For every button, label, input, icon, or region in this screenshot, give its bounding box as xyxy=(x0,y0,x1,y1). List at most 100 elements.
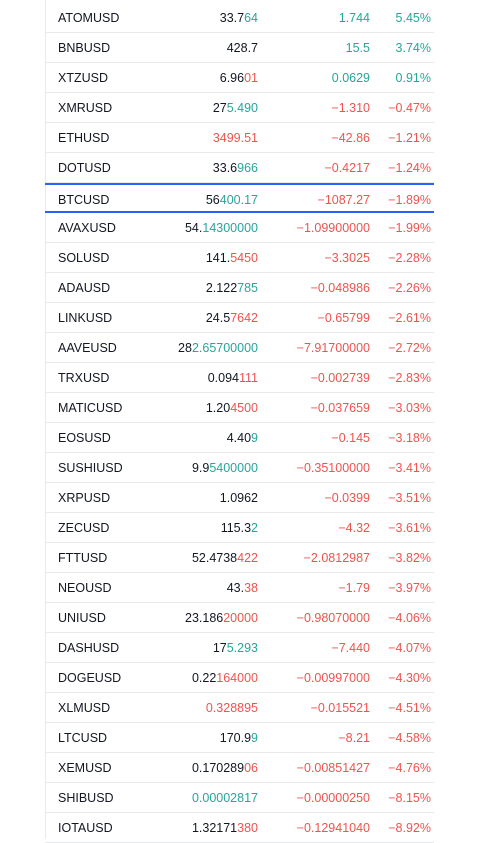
price-change: −42.86 xyxy=(331,131,370,145)
price-change-percent: −1.89% xyxy=(388,193,431,207)
watchlist-row-btcusd[interactable]: BTCUSD 56400.17 −1087.27 −1.89% xyxy=(45,183,434,213)
last-price-changed-digits: 20000 xyxy=(223,611,258,625)
last-price: 1.32171380 xyxy=(192,813,258,843)
symbol-name: TRXUSD xyxy=(58,371,110,385)
last-price-static: 33.6 xyxy=(212,161,238,175)
price-change: 1.744 xyxy=(338,11,370,25)
last-price: 6.9601 xyxy=(220,63,258,93)
watchlist-row-ltcusd[interactable]: LTCUSD 170.99 −8.21 −4.58% xyxy=(45,723,434,753)
price-change: −0.35100000 xyxy=(296,461,370,475)
price-change: −7.91700000 xyxy=(296,341,370,355)
last-price-changed-digits: 01 xyxy=(244,71,258,85)
watchlist-row-solusd[interactable]: SOLUSD 141.5450 −3.3025 −2.28% xyxy=(45,243,434,273)
watchlist-row-shibusd[interactable]: SHIBUSD 0.00002817 −0.00000250 −8.15% xyxy=(45,783,434,813)
last-price-static: 1.32171 xyxy=(191,821,238,835)
last-price-changed-digits: 400.17 xyxy=(219,193,258,207)
price-change-percent: −2.61% xyxy=(388,311,431,325)
watchlist-row-ethusd[interactable]: ETHUSD 3499.51 −42.86 −1.21% xyxy=(45,123,434,153)
price-change-percent: −4.76% xyxy=(388,761,431,775)
last-price-static: 170.9 xyxy=(219,731,252,745)
last-price-changed-digits: 5.293 xyxy=(226,641,258,655)
price-change: 0.0629 xyxy=(331,71,370,85)
watchlist-row-aaveusd[interactable]: AAVEUSD 282.65700000 −7.91700000 −2.72% xyxy=(45,333,434,363)
symbol-name: ADAUSD xyxy=(58,281,111,295)
watchlist-row-xrpusd[interactable]: XRPUSD 1.0962 −0.0399 −3.51% xyxy=(45,483,434,513)
watchlist-row-maticusd[interactable]: MATICUSD 1.204500 −0.037659 −3.03% xyxy=(45,393,434,423)
last-price-static: 428.7 xyxy=(226,41,258,55)
last-price-changed-digits: 64 xyxy=(244,11,258,25)
last-price: 52.4738422 xyxy=(192,543,258,573)
watchlist-row-fttusd[interactable]: FTTUSD 52.4738422 −2.0812987 −3.82% xyxy=(45,543,434,573)
watchlist-row-linkusd[interactable]: LINKUSD 24.57642 −0.65799 −2.61% xyxy=(45,303,434,333)
price-change-percent: −3.82% xyxy=(388,551,431,565)
last-price: 54.14300000 xyxy=(185,213,258,243)
price-change-percent: −3.18% xyxy=(388,431,431,445)
watchlist-row-sushiusd[interactable]: SUSHIUSD 9.95400000 −0.35100000 −3.41% xyxy=(45,453,434,483)
watchlist-row-xtzusd[interactable]: XTZUSD 6.9601 0.0629 0.91% xyxy=(45,63,434,93)
last-price-static: 24.5 xyxy=(205,311,231,325)
price-change-percent: −2.83% xyxy=(388,371,431,385)
last-price-changed-digits: 422 xyxy=(237,551,258,565)
watchlist-row-xmrusd[interactable]: XMRUSD 275.490 −1.310 −0.47% xyxy=(45,93,434,123)
watchlist-row-neousd[interactable]: NEOUSD 43.38 −1.79 −3.97% xyxy=(45,573,434,603)
price-change-percent: 3.74% xyxy=(395,41,431,55)
symbol-name: DOGEUSD xyxy=(58,671,122,685)
price-change-percent: 0.91% xyxy=(395,71,431,85)
watchlist-row-dashusd[interactable]: DASHUSD 175.293 −7.440 −4.07% xyxy=(45,633,434,663)
last-price-static: 33.7 xyxy=(219,11,245,25)
symbol-name: DASHUSD xyxy=(58,641,120,655)
price-change-percent: −4.07% xyxy=(388,641,431,655)
last-price-static: 1.20 xyxy=(205,401,231,415)
watchlist-row-uniusd[interactable]: UNIUSD 23.18620000 −0.98070000 −4.06% xyxy=(45,603,434,633)
watchlist-row-atomusd[interactable]: ATOMUSD 33.764 1.744 5.45% xyxy=(45,3,434,33)
price-change-percent: −0.47% xyxy=(388,101,431,115)
price-change: −0.4217 xyxy=(324,161,370,175)
watchlist-row-dogeusd[interactable]: DOGEUSD 0.22164000 −0.00997000 −4.30% xyxy=(45,663,434,693)
price-change: −0.0399 xyxy=(324,491,370,505)
watchlist-row-adausd[interactable]: ADAUSD 2.122785 −0.048986 −2.26% xyxy=(45,273,434,303)
symbol-name: BNBUSD xyxy=(58,41,111,55)
last-price: 0.00002817 xyxy=(192,783,258,813)
last-price: 23.18620000 xyxy=(185,603,258,633)
last-price-changed-digits: 9 xyxy=(251,431,258,445)
watchlist-row-xemusd[interactable]: XEMUSD 0.17028906 −0.00851427 −4.76% xyxy=(45,753,434,783)
watchlist-row-dotusd[interactable]: DOTUSD 33.6966 −0.4217 −1.24% xyxy=(45,153,434,183)
last-price: 170.99 xyxy=(220,723,258,753)
last-price-static: 43. xyxy=(226,581,245,595)
symbol-name: ZECUSD xyxy=(58,521,110,535)
watchlist: ATOMUSD 33.764 1.744 5.45% BNBUSD 428.7 15.5 3.… xyxy=(45,3,434,843)
price-change-percent: −1.24% xyxy=(388,161,431,175)
price-change-percent: −2.26% xyxy=(388,281,431,295)
watchlist-row-avaxusd[interactable]: AVAXUSD 54.14300000 −1.09900000 −1.99% xyxy=(45,213,434,243)
watchlist-row-bnbusd[interactable]: BNBUSD 428.7 15.5 3.74% xyxy=(45,33,434,63)
price-change-percent: −1.21% xyxy=(388,131,431,145)
watchlist-row-eosusd[interactable]: EOSUSD 4.409 −0.145 −3.18% xyxy=(45,423,434,453)
symbol-name: UNIUSD xyxy=(58,611,106,625)
last-price: 0.094111 xyxy=(208,363,258,393)
price-change: −1087.27 xyxy=(317,193,370,207)
last-price-changed-digits: 0.00002817 xyxy=(191,791,258,805)
last-price: 43.38 xyxy=(227,573,258,603)
price-change-percent: −3.51% xyxy=(388,491,431,505)
price-change-percent: −8.15% xyxy=(388,791,431,805)
symbol-name: LTCUSD xyxy=(58,731,108,745)
last-price-changed-digits: 785 xyxy=(237,281,258,295)
symbol-name: XEMUSD xyxy=(58,761,112,775)
last-price: 1.0962 xyxy=(220,483,258,513)
symbol-name: LINKUSD xyxy=(58,311,113,325)
last-price: 24.57642 xyxy=(206,303,258,333)
price-change: −0.145 xyxy=(331,431,370,445)
last-price-changed-digits: 7642 xyxy=(230,311,258,325)
last-price-static: 17 xyxy=(212,641,227,655)
price-change: 15.5 xyxy=(345,41,370,55)
last-price-changed-digits: 0.328895 xyxy=(205,701,258,715)
watchlist-row-zecusd[interactable]: ZECUSD 115.32 −4.32 −3.61% xyxy=(45,513,434,543)
last-price: 428.7 xyxy=(227,33,258,63)
watchlist-row-trxusd[interactable]: TRXUSD 0.094111 −0.002739 −2.83% xyxy=(45,363,434,393)
watchlist-row-xlmusd[interactable]: XLMUSD 0.328895 −0.015521 −4.51% xyxy=(45,693,434,723)
last-price-changed-digits: 5400000 xyxy=(209,461,258,475)
last-price-changed-digits: 5.490 xyxy=(226,101,258,115)
symbol-name: DOTUSD xyxy=(58,161,111,175)
last-price: 282.65700000 xyxy=(178,333,258,363)
symbol-name: AVAXUSD xyxy=(58,221,116,235)
